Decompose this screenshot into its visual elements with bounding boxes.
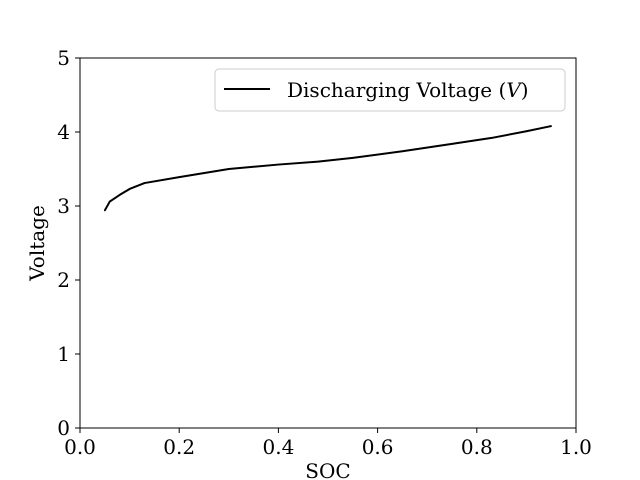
legend-label-var: V	[506, 78, 523, 102]
data-point	[104, 209, 106, 212]
data-point	[525, 130, 528, 133]
y-tick-label: 2	[57, 268, 70, 292]
legend-label-prefix: Discharging Voltage (	[287, 78, 506, 102]
data-point	[277, 163, 280, 166]
x-tick-label: 0.6	[362, 435, 394, 459]
data-point	[178, 176, 180, 178]
x-axis-label: SOC	[305, 459, 350, 480]
y-tick-label: 1	[57, 342, 70, 366]
data-point	[490, 137, 493, 139]
data-point	[451, 143, 453, 145]
plot-background	[80, 58, 576, 428]
data-point	[550, 125, 552, 127]
data-point	[108, 200, 111, 203]
x-axis: 0.0 0.2 0.4 0.6 0.8 1.0	[64, 428, 592, 459]
legend: Discharging Voltage (V)	[214, 68, 566, 112]
y-tick-label: 5	[57, 46, 70, 70]
y-tick-label: 0	[57, 416, 70, 440]
data-point	[118, 194, 121, 196]
y-tick-label: 4	[57, 120, 70, 144]
x-tick-label: 0.4	[262, 435, 294, 459]
data-point	[143, 182, 146, 184]
x-tick-label: 0.2	[163, 435, 195, 459]
data-point	[128, 188, 131, 190]
x-tick-label: 0.0	[64, 435, 96, 459]
x-tick-label: 0.8	[461, 435, 493, 459]
data-point	[401, 150, 404, 153]
data-point	[317, 160, 319, 163]
y-tick-label: 3	[57, 194, 70, 218]
y-axis-label: Voltage	[25, 205, 49, 282]
legend-entry: Discharging Voltage (V)	[287, 78, 529, 102]
data-point	[228, 168, 230, 170]
legend-box	[214, 68, 566, 112]
plot-frame	[79, 57, 577, 429]
x-tick-label: 1.0	[560, 435, 592, 459]
data-point	[352, 157, 354, 159]
data-layer	[103, 125, 552, 212]
legend-label-suffix: )	[521, 78, 529, 102]
y-axis: 0 1 2 3 4 5	[57, 46, 80, 440]
